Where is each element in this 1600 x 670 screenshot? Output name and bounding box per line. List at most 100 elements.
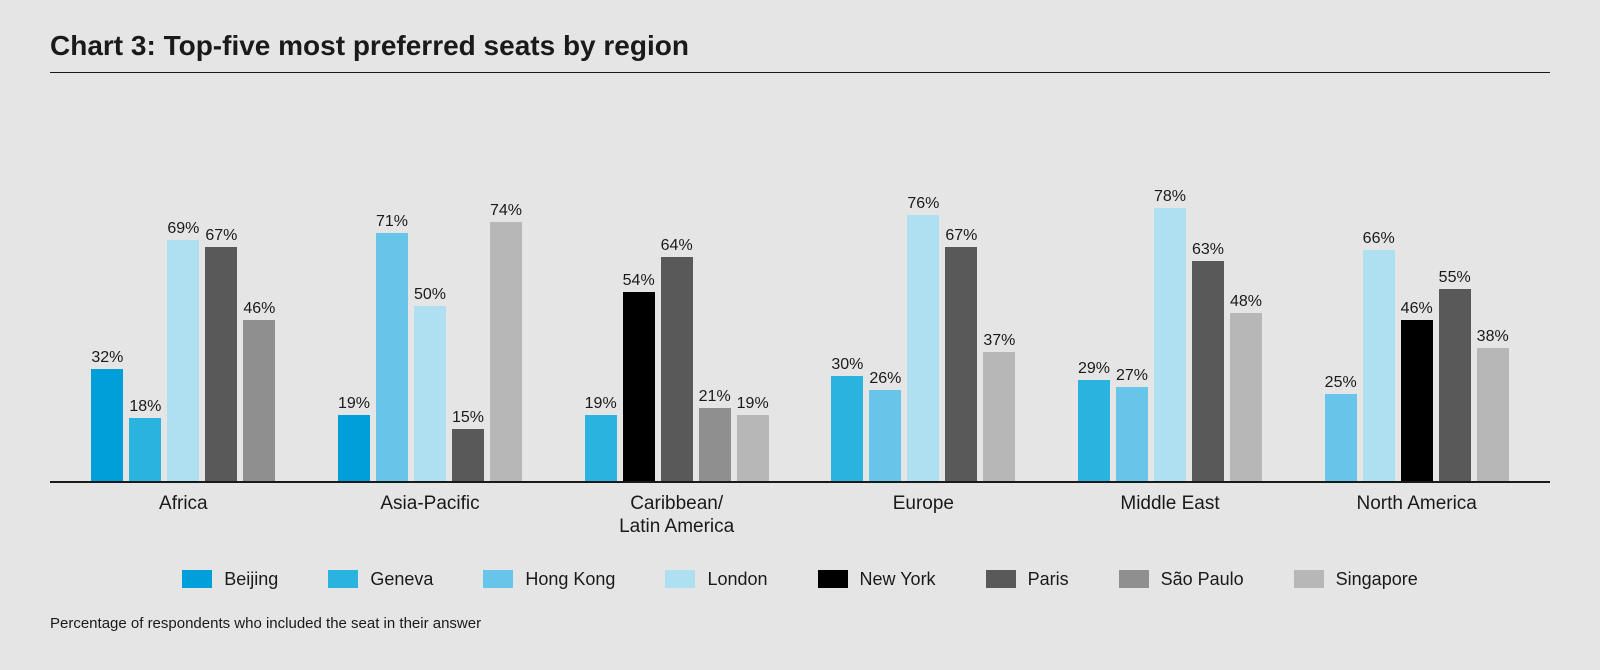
bar: 26% [869,103,901,481]
bar-value-label: 48% [1230,293,1262,311]
bar: 30% [831,103,863,481]
legend-label: New York [860,569,936,590]
bar-rect [490,222,522,481]
legend-label: São Paulo [1161,569,1244,590]
bar-value-label: 26% [869,370,901,388]
legend-swatch [483,570,513,588]
bar-value-label: 29% [1078,360,1110,378]
legend-label: Geneva [370,569,433,590]
bar-value-label: 67% [205,227,237,245]
bar-value-label: 64% [661,237,693,255]
x-axis-category-label: Caribbean/Latin America [553,493,800,539]
bar-group: 19%54%64%21%19% [553,103,800,481]
bar-rect [243,320,275,481]
bar-rect [338,415,370,482]
bar: 32% [91,103,123,481]
bar-value-label: 46% [1401,300,1433,318]
bar-rect [831,376,863,481]
bar-group: 30% 26% 76% 67% 37% [800,103,1047,481]
x-axis-category-label: Middle East [1047,493,1294,539]
bar-value-label: 55% [1439,269,1471,287]
bar: 64% [661,103,693,481]
bar-value-label: 19% [585,395,617,413]
bar: 19% [338,103,370,481]
bar: 63% [1192,103,1224,481]
legend-item: Paris [986,569,1069,590]
bar-value-label: 78% [1154,188,1186,206]
bar-value-label: 63% [1192,241,1224,259]
bar-value-label: 67% [945,227,977,245]
bar-value-label: 27% [1116,367,1148,385]
bar-rect [945,247,977,482]
bar: 78% [1154,103,1186,481]
bar: 38% [1477,103,1509,481]
bar-rect [1439,289,1471,482]
legend-swatch [1294,570,1324,588]
chart-footnote: Percentage of respondents who included t… [50,615,1550,632]
bar: 69% [167,103,199,481]
bar-rect [452,429,484,482]
bar-value-label: 69% [167,220,199,238]
bar: 55% [1439,103,1471,481]
bar-value-label: 46% [243,300,275,318]
chart-plot-area: 32%18%69%67%46%19%71%50%15%74%19%54%64%2… [50,103,1550,483]
bar-rect [699,408,731,482]
legend-item: New York [818,569,936,590]
legend-swatch [818,570,848,588]
bar-value-label: 37% [983,332,1015,350]
bar-rect [205,247,237,482]
bar-rect [91,369,123,481]
legend-label: Singapore [1336,569,1418,590]
bar: 66% [1363,103,1395,481]
bar-rect [1078,380,1110,482]
bar-rect [1477,348,1509,481]
bar: 67% [205,103,237,481]
bar-rect [585,415,617,482]
bar-rect [907,215,939,481]
bar-value-label: 74% [490,202,522,220]
bar: 76% [907,103,939,481]
legend-swatch [1119,570,1149,588]
legend-label: Hong Kong [525,569,615,590]
bar: 21% [699,103,731,481]
bar-group: 25%66%46%55%38% [1293,103,1540,481]
bar: 37% [983,103,1015,481]
bar-rect [623,292,655,481]
bar-value-label: 71% [376,213,408,231]
x-axis-labels: AfricaAsia-PacificCaribbean/Latin Americ… [50,483,1550,539]
x-axis-category-label: Europe [800,493,1047,539]
bar: 46% [243,103,275,481]
bar-rect [869,390,901,481]
bar-rect [983,352,1015,482]
bar: 74% [490,103,522,481]
bar: 29% [1078,103,1110,481]
legend-label: Paris [1028,569,1069,590]
bar-rect [1230,313,1262,481]
bar: 19% [585,103,617,481]
bar-group: 19% 71% 50%15% 74% [307,103,554,481]
bar-rect [376,233,408,482]
bar-rect [1363,250,1395,481]
legend-item: Singapore [1294,569,1418,590]
bar-group: 32% 18% 69% 67% 46% [60,103,307,481]
bar: 50% [414,103,446,481]
bar: 15% [452,103,484,481]
x-axis-category-label: Africa [60,493,307,539]
bar-rect [1192,261,1224,482]
legend-swatch [665,570,695,588]
bar: 71% [376,103,408,481]
legend-item: São Paulo [1119,569,1244,590]
bar-rect [1154,208,1186,481]
x-axis-category-label: Asia-Pacific [307,493,554,539]
bar-value-label: 18% [129,398,161,416]
bar-rect [129,418,161,481]
bar-rect [661,257,693,481]
bar: 27% [1116,103,1148,481]
x-axis-category-label: North America [1293,493,1540,539]
bar: 46% [1401,103,1433,481]
bar-value-label: 30% [831,356,863,374]
legend-item: Beijing [182,569,278,590]
legend-swatch [328,570,358,588]
bar-rect [1116,387,1148,482]
bar-value-label: 19% [737,395,769,413]
